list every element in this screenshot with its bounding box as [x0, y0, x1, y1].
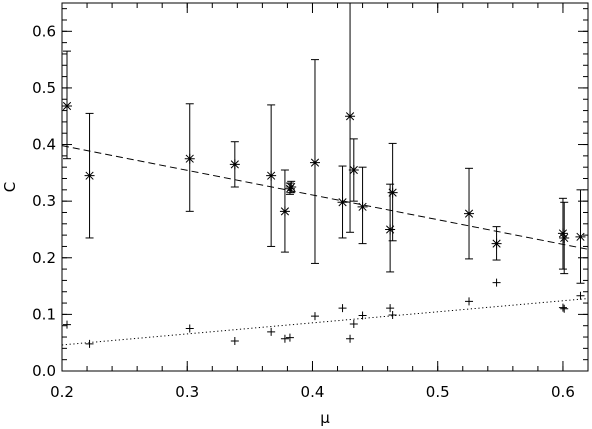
plot-frame — [61, 2, 589, 372]
y-tick-label: 0.5 — [32, 79, 56, 97]
plus-point — [492, 278, 501, 287]
plot-area — [61, 2, 589, 348]
y-tick-label: 0.4 — [32, 136, 56, 154]
plus-point — [346, 334, 355, 343]
plus-point — [285, 333, 294, 342]
plus-point — [185, 324, 194, 333]
dotted-fit-line — [61, 298, 589, 346]
plus-point — [560, 304, 569, 313]
y-axis: 0.0 0.1 0.2 0.3 0.4 0.5 0.6 — [32, 8, 588, 380]
plus-point — [558, 303, 567, 312]
asterisk-point — [279, 206, 290, 217]
asterisk-point — [62, 101, 73, 112]
asterisk-point — [345, 111, 356, 122]
asterisk-point — [84, 170, 95, 181]
plus-point — [386, 304, 395, 313]
asterisk-point — [464, 208, 475, 219]
plus-point — [310, 312, 319, 321]
asterisk-point — [557, 228, 568, 239]
plus-point — [230, 336, 239, 345]
y-tick-label: 0.6 — [32, 22, 56, 40]
asterisk-point — [491, 238, 502, 249]
x-tick-label: 0.2 — [50, 383, 74, 401]
asterisk-point — [286, 182, 297, 192]
y-tick-label: 0.2 — [32, 249, 56, 267]
y-tick-label: 0.0 — [32, 362, 56, 380]
asterisk-point — [337, 197, 348, 208]
x-tick-label: 0.4 — [301, 383, 325, 401]
y-axis-title: C — [1, 182, 19, 192]
x-tick-label: 0.6 — [551, 383, 575, 401]
plus-point — [267, 327, 276, 336]
asterisk-point — [348, 165, 359, 176]
plus-point — [576, 291, 585, 300]
asterisk-point — [385, 224, 396, 235]
x-axis: 0.2 0.3 0.4 0.5 0.6 — [50, 3, 589, 401]
x-tick-label: 0.3 — [175, 383, 199, 401]
asterisk-point — [559, 232, 570, 243]
plus-point — [465, 297, 474, 306]
plus-point — [358, 311, 367, 320]
dashed-fit-line — [61, 145, 589, 250]
plus-point — [85, 339, 94, 348]
asterisk-point — [575, 231, 586, 242]
y-tick-label: 0.3 — [32, 192, 56, 210]
asterisk-point — [309, 157, 320, 168]
asterisk-point — [229, 159, 240, 170]
plus-point — [63, 320, 72, 329]
plus-point — [280, 334, 289, 343]
asterisk-point — [266, 170, 277, 181]
plus-point — [338, 304, 347, 313]
x-axis-title: μ — [320, 409, 330, 427]
y-tick-label: 0.1 — [32, 305, 56, 323]
x-tick-label: 0.5 — [426, 383, 450, 401]
plus-point — [349, 320, 358, 329]
asterisk-point — [387, 187, 398, 198]
asterisk-point — [357, 201, 368, 212]
asterisk-point — [184, 153, 195, 164]
plus-point — [388, 310, 397, 319]
